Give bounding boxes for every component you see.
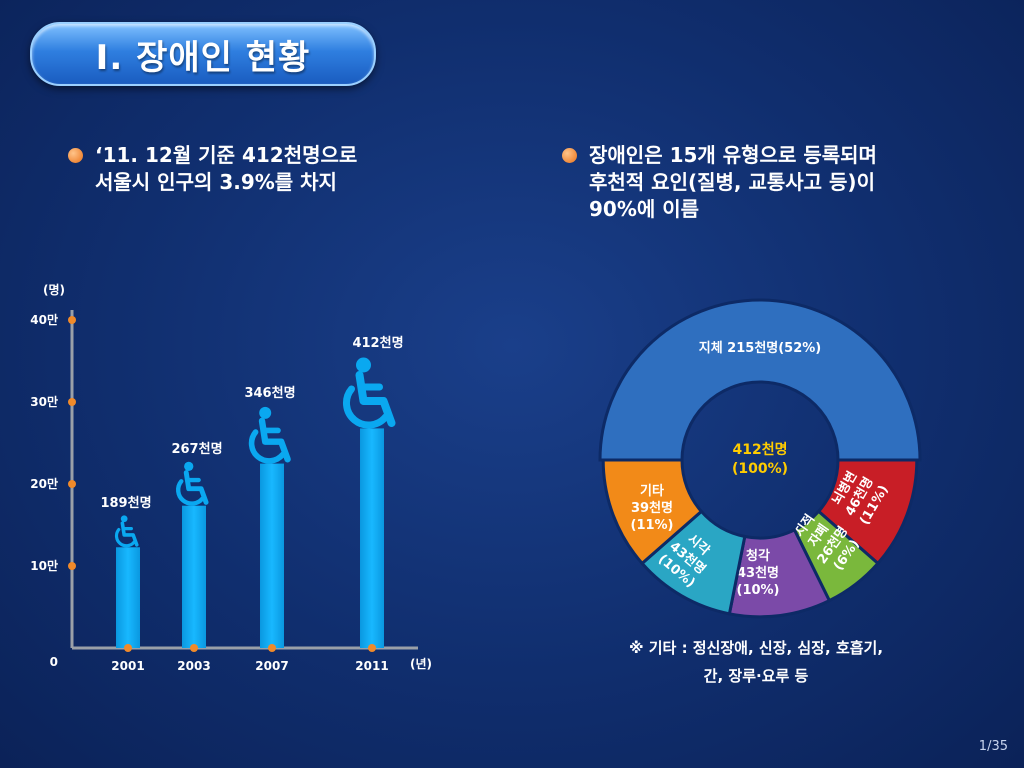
bullet-text: 장애인은 15개 유형으로 등록되며 후천적 요인(질병, 교통사고 등)이 9…: [589, 143, 877, 221]
x-tick-label: 2001: [111, 659, 144, 673]
x-tick-mark: [190, 644, 198, 652]
donut-segment: [601, 458, 704, 566]
wheelchair-icon: [114, 515, 139, 548]
segment-label: 청각 43천명 (10%): [737, 548, 780, 598]
bar: [116, 547, 140, 648]
footnote: ※ 기타 : 정신장애, 신장, 심장, 호흡기, 간, 장루·요루 등: [598, 634, 914, 690]
x-tick-mark: [124, 644, 132, 652]
bar: [182, 505, 206, 648]
bar-chart: (명) 0 10만 20만 30만 40만 2001 189천명 2003 267천명 2007 34…: [30, 283, 432, 673]
footnote-line: 간, 장루·요루 등: [703, 667, 809, 685]
slide-title: Ⅰ. 장애인 현황: [30, 22, 376, 86]
bullet-dot-icon: [562, 148, 577, 163]
bar: [360, 428, 384, 648]
donut-chart: 지체 215천명(52%)뇌병변46천명(11%)지적자폐26천명(6%)청각 4…: [598, 298, 922, 619]
data-label: 412천명: [352, 335, 403, 351]
center-label: 412천명 (100%): [732, 441, 788, 477]
y-axis-unit: (명): [43, 283, 65, 297]
page-number: 1/35: [978, 739, 1008, 754]
y-tick-label: 20만: [30, 476, 58, 491]
footnote-line: ※ 기타 : 정신장애, 신장, 심장, 호흡기,: [628, 639, 884, 657]
x-axis-unit: (년): [410, 657, 432, 671]
y-tick-label: 40만: [30, 312, 58, 327]
data-label: 189천명: [100, 495, 151, 511]
y-tick-mark: [68, 562, 76, 570]
bar: [260, 463, 284, 648]
bullet-population: ‘11. 12월 기준 412천명으로 서울시 인구의 3.9%를 차지: [68, 142, 357, 196]
x-tick-mark: [268, 644, 276, 652]
y-tick-mark: [68, 480, 76, 488]
y-tick-label: 0: [50, 655, 58, 669]
y-tick-mark: [68, 398, 76, 406]
y-tick-label: 10만: [30, 558, 58, 573]
x-tick-mark: [368, 644, 376, 652]
x-tick-label: 2003: [177, 659, 210, 673]
data-label: 346천명: [244, 385, 295, 401]
wheelchair-icon: [248, 406, 291, 464]
bullet-types: 장애인은 15개 유형으로 등록되며 후천적 요인(질병, 교통사고 등)이 9…: [562, 142, 877, 223]
bullet-dot-icon: [68, 148, 83, 163]
segment-label: 지체 215천명(52%): [699, 340, 822, 356]
donut-segment: [598, 298, 922, 462]
segment-label: 기타 39천명 (11%): [631, 483, 674, 533]
x-tick-label: 2007: [255, 659, 288, 673]
y-tick-mark: [68, 316, 76, 324]
y-tick-label: 30만: [30, 394, 58, 409]
wheelchair-icon: [342, 357, 396, 429]
data-label: 267천명: [171, 441, 222, 457]
bullet-text: ‘11. 12월 기준 412천명으로 서울시 인구의 3.9%를 차지: [95, 143, 358, 194]
x-tick-label: 2011: [355, 659, 388, 673]
wheelchair-icon: [176, 461, 209, 506]
